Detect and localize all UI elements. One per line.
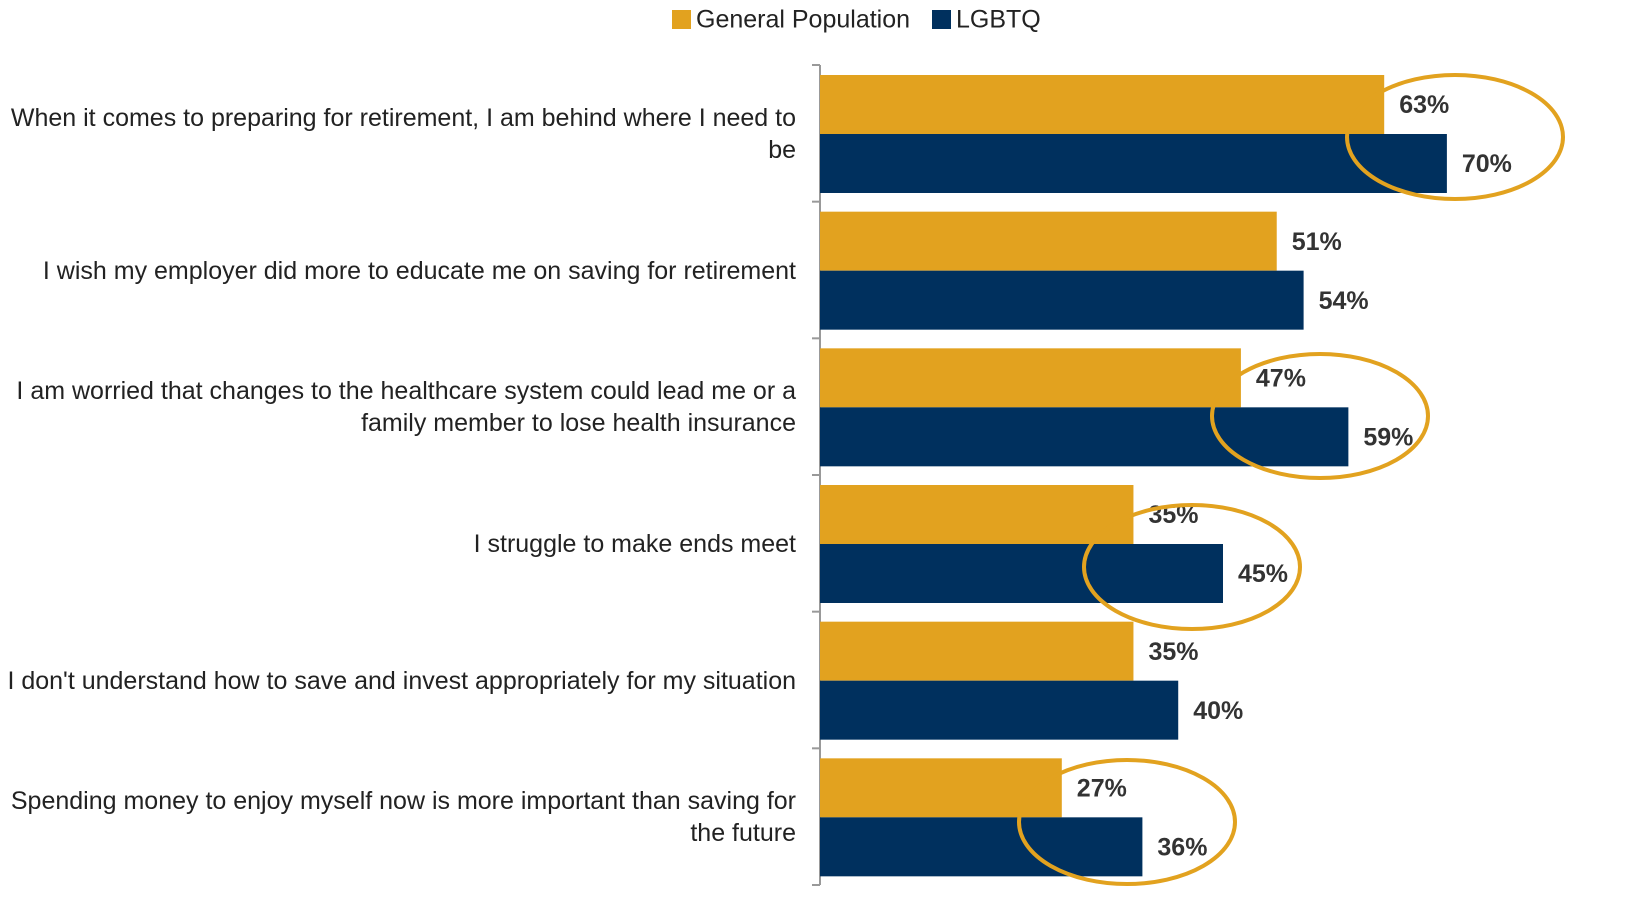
category-label: I wish my employer did more to educate m… (42, 256, 796, 285)
highlight-ellipse (1345, 73, 1565, 201)
value-label: 36% (1157, 833, 1207, 861)
bar (820, 407, 1349, 467)
value-label: 45% (1238, 560, 1288, 588)
value-label: 59% (1363, 423, 1413, 451)
bar (820, 485, 1134, 544)
category-label: I am worried that changes to the healthc… (16, 377, 796, 438)
legend-swatch (932, 10, 951, 29)
value-label: 63% (1399, 91, 1449, 119)
bar (820, 680, 1179, 740)
category-label: Spending money to enjoy myself now is mo… (10, 787, 796, 848)
value-label: 54% (1319, 287, 1369, 315)
category-label: I struggle to make ends meet (473, 530, 796, 558)
bar (820, 758, 1062, 818)
legend-label: General Population (696, 6, 910, 34)
category-label: When it comes to preparing for retiremen… (10, 104, 796, 164)
bar (820, 621, 1134, 681)
value-label: 47% (1256, 364, 1306, 392)
bar (820, 270, 1304, 330)
bar (820, 211, 1277, 271)
highlight-ellipse (1082, 503, 1302, 631)
value-label: 35% (1148, 638, 1198, 666)
bar (820, 134, 1447, 193)
highlight-ellipse (1210, 352, 1430, 480)
category-label: I don't understand how to save and inves… (7, 666, 796, 695)
value-label: 70% (1462, 150, 1512, 178)
bar (820, 75, 1385, 134)
legend-label: LGBTQ (956, 6, 1041, 34)
legend-swatch (672, 10, 691, 29)
bar (820, 544, 1223, 603)
highlight-ellipse (1017, 758, 1237, 886)
value-label: 51% (1292, 228, 1342, 256)
bar (820, 817, 1143, 877)
value-label: 40% (1193, 697, 1243, 725)
bar (820, 348, 1241, 408)
value-label: 27% (1077, 774, 1127, 802)
